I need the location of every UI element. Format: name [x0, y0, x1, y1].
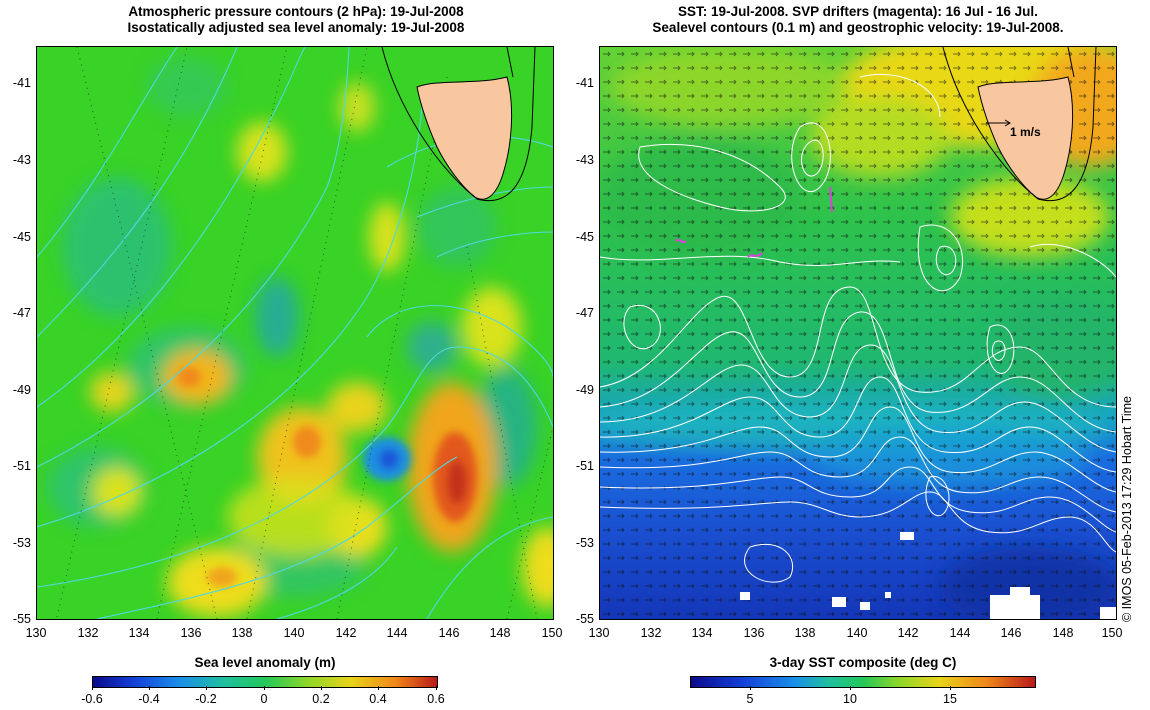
- right-x-tick: 144: [949, 626, 971, 640]
- right-y-tick: -55: [575, 612, 594, 626]
- pressure-contours: [37, 47, 553, 619]
- right-y-tick: -47: [575, 306, 594, 320]
- left-y-tick: -53: [12, 536, 31, 550]
- right-y-tick: -49: [575, 383, 594, 397]
- sst-colorbar: [690, 676, 1036, 688]
- right-x-tick: 146: [1000, 626, 1022, 640]
- left-y-tick: -47: [12, 306, 31, 320]
- left-panel-title: Atmospheric pressure contours (2 hPa): 1…: [36, 4, 556, 36]
- right-x-tick: 136: [743, 626, 765, 640]
- missing-data-patches: [740, 532, 1116, 619]
- left-y-tick: -55: [12, 612, 31, 626]
- left-x-tick: 142: [335, 626, 357, 640]
- right-x-tick: 132: [640, 626, 662, 640]
- left-x-tick: 134: [128, 626, 150, 640]
- sea-level-contours: [600, 73, 1116, 583]
- left-y-tick: -49: [12, 383, 31, 397]
- sst-map[interactable]: 1 m/s: [599, 46, 1117, 620]
- sla-colorbar-tick: 0.4: [369, 692, 387, 706]
- sla-colorbar-tick: -0.6: [81, 692, 103, 706]
- right-y-tick: -53: [575, 536, 594, 550]
- sst-colorbar-tick: 15: [943, 692, 957, 706]
- continental-shelf-line: [381, 47, 536, 202]
- left-x-tick: 130: [25, 626, 47, 640]
- left-x-tick: 146: [438, 626, 460, 640]
- right-title-line2: Sealevel contours (0.1 m) and geostrophi…: [652, 20, 1064, 35]
- speed-scale-arrow: [986, 119, 1011, 127]
- right-y-tick: -45: [575, 230, 594, 244]
- speed-scale-label: 1 m/s: [1010, 125, 1041, 139]
- tasmania-landmass: [416, 76, 513, 200]
- continental-shelf-line: [942, 47, 1097, 202]
- sla-colorbar-tick: 0: [260, 692, 268, 706]
- right-x-tick: 130: [588, 626, 610, 640]
- sla-colorbar-tick: -0.4: [138, 692, 160, 706]
- sea-level-anomaly-map[interactable]: [36, 46, 554, 620]
- sst-colorbar-tick: 10: [843, 692, 857, 706]
- left-x-tick: 144: [386, 626, 408, 640]
- sea-level-anomaly-canvas: [37, 47, 553, 619]
- left-x-tick: 148: [489, 626, 511, 640]
- svp-drifter-tracks: [675, 186, 833, 258]
- altimeter-tracks: [56, 47, 553, 619]
- right-title-line1: SST: 19-Jul-2008. SVP drifters (magenta)…: [678, 4, 1038, 19]
- sst-colorbar-label: 3-day SST composite (deg C): [769, 655, 957, 670]
- left-title-line1: Atmospheric pressure contours (2 hPa): 1…: [128, 4, 464, 19]
- right-x-tick: 148: [1052, 626, 1074, 640]
- right-y-tick: -41: [575, 76, 594, 90]
- sla-colorbar-label: Sea level anomaly (m): [194, 655, 336, 670]
- left-y-tick: -41: [12, 76, 31, 90]
- left-x-tick: 136: [180, 626, 202, 640]
- sla-colorbar-tick: 0.6: [427, 692, 445, 706]
- sst-colorbar-tick: 5: [746, 692, 754, 706]
- left-y-tick: -51: [12, 459, 31, 473]
- left-y-tick: -43: [12, 153, 31, 167]
- copyright-notice: © IMOS 05-Feb-2013 17:29 Hobart Time: [1120, 396, 1134, 622]
- sla-field: [47, 57, 553, 617]
- sst-canvas: [600, 47, 1116, 619]
- right-y-tick: -43: [575, 153, 594, 167]
- tasmania-landmass: [977, 76, 1074, 200]
- right-x-tick: 142: [897, 626, 919, 640]
- sla-colorbar: [92, 676, 438, 688]
- right-y-tick: -51: [575, 459, 594, 473]
- left-x-tick: 140: [283, 626, 305, 640]
- right-x-tick: 150: [1101, 626, 1123, 640]
- right-panel-title: SST: 19-Jul-2008. SVP drifters (magenta)…: [599, 4, 1117, 36]
- left-x-tick: 138: [231, 626, 253, 640]
- right-x-tick: 138: [794, 626, 816, 640]
- right-x-tick: 134: [691, 626, 713, 640]
- sla-colorbar-tick: 0.2: [312, 692, 330, 706]
- left-x-tick: 132: [77, 626, 99, 640]
- right-x-tick: 140: [846, 626, 868, 640]
- sla-colorbar-tick: -0.2: [195, 692, 217, 706]
- left-title-line2: Isostatically adjusted sea level anomaly…: [127, 20, 465, 35]
- left-x-tick: 150: [541, 626, 563, 640]
- left-y-tick: -45: [12, 230, 31, 244]
